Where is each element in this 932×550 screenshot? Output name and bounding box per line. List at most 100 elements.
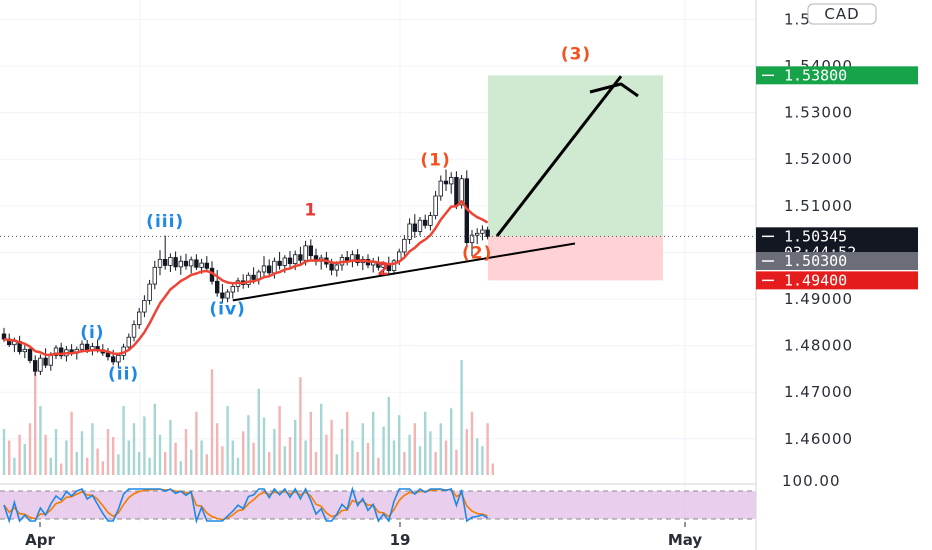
candle-body (329, 263, 334, 271)
price-tag: 1.49400 (756, 271, 918, 290)
volume-bar (65, 440, 68, 475)
volume-bar (273, 429, 276, 475)
candle-body (292, 254, 298, 264)
volume-bars (2, 360, 494, 475)
volume-bar (153, 403, 156, 475)
volume-bar (346, 411, 349, 475)
candle (147, 279, 152, 305)
candle-body (48, 354, 53, 366)
volume-bar (195, 411, 198, 475)
candle (157, 250, 163, 276)
volume-bar (377, 457, 380, 475)
volume-bar (465, 429, 468, 475)
volume-bar (403, 452, 406, 475)
volume-bar (23, 443, 26, 475)
candle (225, 289, 230, 303)
candle-body (188, 259, 194, 267)
candle (136, 307, 142, 329)
candle-body (480, 229, 485, 234)
candle (469, 230, 475, 257)
price-tick-label: 1.46000 (784, 430, 853, 448)
candle (235, 277, 241, 293)
wave-label: (i) (80, 323, 104, 343)
candle-body (116, 354, 121, 363)
volume-bar (174, 442, 177, 475)
candle-body (355, 254, 360, 264)
wave-label: (3) (561, 44, 591, 64)
price-tick-label: 1.51000 (784, 197, 853, 215)
candle-body (22, 348, 27, 353)
volume-bar (236, 457, 240, 475)
volume-bar (418, 446, 422, 475)
candle (162, 235, 168, 270)
candle-body (272, 260, 277, 274)
candles (1, 169, 490, 376)
candle-body (381, 264, 386, 268)
candle-body (417, 219, 423, 232)
candle-body (474, 232, 480, 236)
currency-badge (807, 3, 877, 25)
candle (448, 172, 454, 194)
volume-bar (455, 449, 458, 475)
candle (417, 216, 423, 236)
volume-bar (372, 411, 375, 475)
volume-bar (309, 411, 312, 475)
volume-bar (158, 434, 162, 475)
volume-bar (44, 434, 47, 475)
volume-bar (132, 423, 136, 475)
candle-body (277, 260, 282, 266)
oscillator-main-line (3, 486, 489, 524)
wave-labels: (i) (ii) (iii) (iv) 1 2 (1) (2) (3) (80, 44, 591, 384)
volume-bar (200, 440, 203, 475)
candle-body (459, 178, 464, 206)
volume-bar (75, 452, 78, 475)
volume-bar (304, 440, 307, 475)
price-tag-bg (756, 66, 918, 85)
candle (38, 354, 43, 375)
candle-body (204, 262, 209, 269)
volume-bar (231, 440, 234, 475)
candle (214, 270, 220, 297)
candle-body (407, 223, 412, 240)
candle (370, 257, 376, 273)
candle-body (251, 274, 256, 280)
volume-bar (470, 411, 474, 475)
candle-body (147, 283, 152, 301)
candle (27, 346, 33, 364)
candle (230, 283, 235, 299)
projection-arrow (495, 75, 623, 238)
candle-body (38, 357, 43, 372)
oscillator-band (0, 491, 756, 519)
candle (131, 320, 137, 342)
volume-bar (330, 419, 333, 475)
candle (142, 295, 147, 318)
price-tick-label: 1.49000 (784, 290, 853, 308)
candle-body (168, 257, 173, 266)
volume-bar (398, 415, 401, 475)
price-tag-bg (756, 271, 918, 290)
price-tag-label: 1.50300 (784, 252, 847, 270)
candle (261, 256, 267, 277)
candle (480, 225, 485, 241)
volume-bar (242, 431, 245, 475)
volume-bar (18, 434, 21, 475)
candle (412, 214, 417, 238)
volume-bar (190, 449, 193, 475)
wave-label: 1 (304, 201, 317, 221)
candle-body (126, 336, 131, 348)
candle-body (178, 260, 183, 268)
price-tag: 1.50300 (756, 252, 918, 270)
date-axis: Apr 19 May (25, 522, 702, 549)
candle-body (183, 260, 189, 267)
price-tick-label: 1.47000 (784, 383, 853, 401)
volume-bar (408, 434, 411, 475)
candle-body (230, 286, 235, 293)
volume-bar (8, 440, 11, 475)
trade-zones (488, 75, 663, 281)
volume-bar (424, 411, 427, 475)
volume-bar (387, 396, 390, 475)
candle-body (308, 245, 313, 257)
candle-body (214, 280, 220, 294)
